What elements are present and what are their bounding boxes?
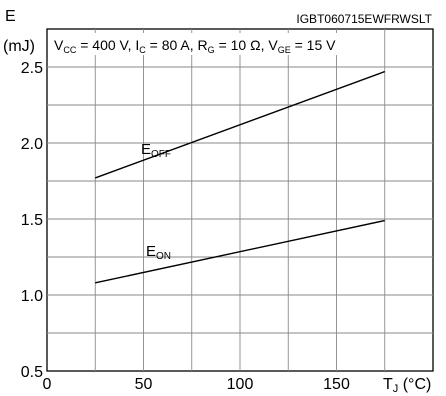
grid — [47, 29, 433, 371]
x-tick-label: 0 — [43, 376, 52, 393]
series-line-eoff — [95, 70, 385, 179]
series-label-eon: EON — [146, 243, 171, 262]
conditions-text: VCC = 400 V, IC = 80 A, RG = 10 Ω, VGE =… — [54, 37, 336, 55]
part-number: IGBT060715EWFRWSLT — [296, 12, 432, 26]
eon-main: E — [146, 243, 156, 260]
series-label-eoff: EOFF — [141, 141, 171, 160]
vcc-sub: CC — [63, 45, 76, 55]
x-axis-symbol: T — [383, 376, 393, 393]
vge-sub: GE — [278, 45, 291, 55]
eoff-main: E — [141, 141, 151, 158]
x-axis-title: TJ (°C) — [383, 376, 431, 395]
tick-labels: 0.5 1.0 1.5 2.0 2.5 0 50 100 150 — [21, 60, 350, 393]
eoff-sub: OFF — [151, 149, 171, 160]
ic-value: = 80 A, — [146, 37, 198, 53]
x-tick-label: 50 — [135, 376, 153, 393]
y-tick-label: 0.5 — [21, 364, 43, 381]
x-axis-sub: J — [393, 383, 399, 395]
vcc-symbol: V — [54, 37, 64, 53]
y-tick-label: 2.5 — [21, 60, 43, 77]
rg-sub: G — [208, 45, 215, 55]
x-axis-unit: (°C) — [398, 376, 431, 393]
series-lines — [95, 70, 385, 284]
y-axis-symbol: E — [5, 8, 16, 25]
x-tick-label: 150 — [323, 376, 350, 393]
vge-value: = 15 V — [291, 37, 336, 53]
x-tick-label: 100 — [227, 376, 254, 393]
y-tick-label: 1.5 — [21, 212, 43, 229]
rg-symbol: R — [198, 37, 208, 53]
vge-symbol: V — [268, 37, 278, 53]
rg-value: = 10 Ω, — [215, 37, 269, 53]
ic-sub: C — [139, 45, 146, 55]
y-tick-label: 2.0 — [21, 136, 43, 153]
ic-symbol: I — [135, 37, 139, 53]
y-axis-unit: (mJ) — [3, 38, 35, 55]
conditions-box — [51, 33, 381, 55]
eon-sub: ON — [156, 251, 171, 262]
series-line-eon — [95, 219, 385, 284]
vcc-value: = 400 V, — [76, 37, 135, 53]
y-tick-label: 1.0 — [21, 288, 43, 305]
